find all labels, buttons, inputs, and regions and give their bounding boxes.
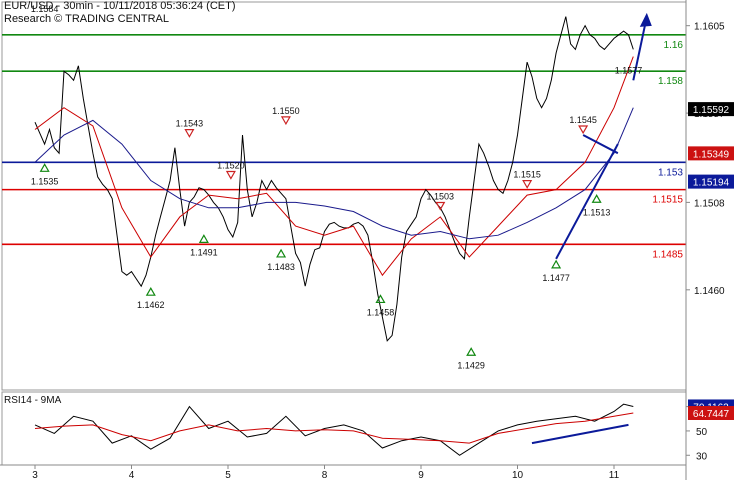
y-tick-label-0: 1.1605 [694,22,725,33]
price-tag-1: 1.15349 [693,149,730,160]
trendline-resistance [582,134,619,155]
rsi-title: RSI14 - 9MA [4,395,62,406]
main-frame [1,1,687,391]
series-ma_slow [34,107,634,240]
target-arrow-shaft [632,25,646,81]
pivot-label-15: 1.1577 [615,66,643,76]
price-tag-bg-2 [688,174,734,189]
x-tick-label-5: 10 [512,470,524,480]
pivot-label-3: 1.1543 [176,119,204,129]
pivot-label-13: 1.1545 [569,115,597,125]
pivot-label-12: 1.1477 [542,273,570,283]
pivot-label-14: 1.1513 [583,207,611,217]
pivot-marker-down-5 [225,170,236,180]
pivot-label-4: 1.1491 [190,247,218,257]
rsi-y-tick-label-2: 30 [696,451,708,462]
x-tick-label-4: 9 [418,470,424,480]
chart-title: EUR/USD - 30min - 10/11/2018 05:36:24 (C… [4,0,236,12]
pivot-label-9: 1.1503 [427,191,455,201]
pivot-label-0: 1.1584 [31,4,59,14]
pivot-marker-down-13 [578,125,589,135]
x-tick-label-0: 3 [32,470,38,480]
pivot-marker-up-10 [466,347,477,356]
x-tick-label-3: 8 [322,470,328,480]
x-tick-label-6: 11 [609,470,620,480]
rsi-series-rsi_ma [34,412,634,444]
price-tag-2: 1.15194 [693,178,730,189]
level-label-4: 1.1485 [652,249,683,260]
pivot-marker-down-11 [522,180,533,189]
level-label-1: 1.158 [658,76,683,87]
pivot-marker-up-8 [375,294,386,304]
pivot-marker-up-4 [198,234,209,243]
series-ma_fast [34,56,634,277]
pivot-marker-up-12 [551,259,562,269]
pivot-label-8: 1.1458 [367,307,395,317]
trendline-support [555,143,619,260]
rsi-tag-bg-1 [688,405,734,420]
pivot-marker-up-6 [276,248,287,258]
rsi-series-rsi [34,403,634,456]
pivot-label-10: 1.1429 [457,360,485,370]
pivot-marker-down-3 [184,129,195,138]
rsi-y-tick-label-1: 50 [696,427,708,438]
y-tick-label-3: 1.1460 [694,286,725,297]
x-tick-label-2: 5 [225,470,231,480]
pivot-label-6: 1.1483 [267,262,295,272]
target-arrow-head [639,12,652,27]
pivot-marker-up-1 [39,163,50,172]
rsi-panel: RSI14 - 9MA70503070.116264.7447 [1,391,734,466]
price-tag-bg-1 [688,146,734,161]
y-tick-label-2: 1.1508 [694,198,725,209]
main-price-panel: 1.16 1.158 1.153 1.1515 1.1485 [1,1,687,391]
pivot-marker-up-14 [591,194,602,203]
series-price [34,16,634,342]
x-tick-label-1: 4 [129,470,135,480]
pivot-label-5: 1.1520 [217,161,245,171]
price-tag-bg-0 [688,102,734,117]
level-label-2: 1.153 [658,167,683,178]
price-tag-0: 1.15592 [693,105,730,116]
pivot-label-7: 1.1550 [272,106,300,116]
pivot-marker-up-2 [145,286,156,296]
annotations: 1.1584 1.1535 1.1462 1.1543 1.1491 1.1520 1.14… [31,4,642,371]
pivot-marker-down-7 [280,116,291,126]
pivot-marker-down-9 [435,201,446,211]
rsi-trendline [531,423,629,445]
level-label-0: 1.16 [664,40,684,51]
pivot-label-1: 1.1535 [31,176,59,186]
rsi-tag-1: 64.7447 [693,409,730,420]
chart-source: Research © TRADING CENTRAL [4,13,169,25]
level-label-3: 1.1515 [652,195,683,206]
pivot-label-11: 1.1515 [513,170,541,180]
pivot-label-2: 1.1462 [137,300,165,310]
